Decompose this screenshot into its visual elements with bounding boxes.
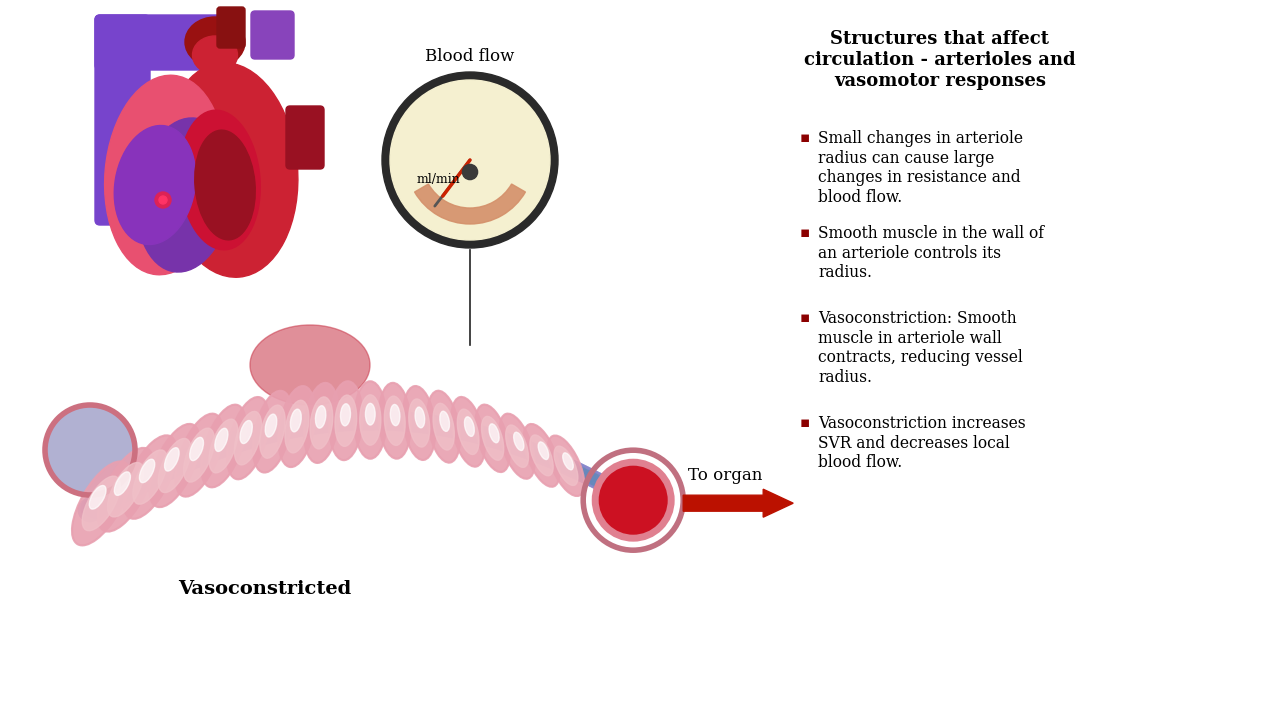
Ellipse shape xyxy=(140,459,155,482)
Ellipse shape xyxy=(452,397,485,467)
Ellipse shape xyxy=(186,17,244,67)
Ellipse shape xyxy=(554,446,577,485)
Ellipse shape xyxy=(506,425,529,467)
Ellipse shape xyxy=(329,382,362,460)
Text: Smooth muscle in the wall of
an arteriole controls its
radius.: Smooth muscle in the wall of an arteriol… xyxy=(818,225,1044,282)
Ellipse shape xyxy=(548,436,584,496)
Ellipse shape xyxy=(159,438,191,492)
Ellipse shape xyxy=(440,411,449,431)
Ellipse shape xyxy=(499,413,535,479)
Text: Vasoconstriction: Smooth
muscle in arteriole wall
contracts, reducing vessel
rad: Vasoconstriction: Smooth muscle in arter… xyxy=(818,310,1023,386)
Text: Vasoconstriction increases
SVR and decreases local
blood flow.: Vasoconstriction increases SVR and decre… xyxy=(818,415,1025,471)
Circle shape xyxy=(462,164,477,179)
Circle shape xyxy=(155,192,172,208)
Circle shape xyxy=(381,72,558,248)
Ellipse shape xyxy=(209,419,238,473)
Ellipse shape xyxy=(408,399,430,447)
Ellipse shape xyxy=(457,409,479,454)
Ellipse shape xyxy=(260,405,285,458)
Text: ▪: ▪ xyxy=(800,130,810,145)
Ellipse shape xyxy=(97,448,154,531)
Text: ▪: ▪ xyxy=(800,310,810,325)
Circle shape xyxy=(45,405,134,495)
Text: To organ: To organ xyxy=(689,467,763,484)
Ellipse shape xyxy=(524,424,559,487)
Circle shape xyxy=(595,462,671,538)
FancyBboxPatch shape xyxy=(95,15,236,70)
Ellipse shape xyxy=(428,391,460,463)
Ellipse shape xyxy=(165,448,179,471)
Ellipse shape xyxy=(538,442,549,459)
Ellipse shape xyxy=(403,386,435,460)
Ellipse shape xyxy=(201,405,246,487)
Ellipse shape xyxy=(137,118,233,272)
Ellipse shape xyxy=(82,476,120,531)
Ellipse shape xyxy=(355,382,387,459)
Ellipse shape xyxy=(163,63,298,277)
Ellipse shape xyxy=(481,416,504,460)
Ellipse shape xyxy=(189,437,204,461)
Ellipse shape xyxy=(192,36,238,74)
Ellipse shape xyxy=(291,409,301,432)
Ellipse shape xyxy=(250,325,370,405)
Ellipse shape xyxy=(215,428,228,451)
Ellipse shape xyxy=(335,395,357,446)
FancyBboxPatch shape xyxy=(95,15,150,225)
Text: ▪: ▪ xyxy=(800,415,810,430)
Ellipse shape xyxy=(175,413,223,497)
Ellipse shape xyxy=(489,424,499,443)
Text: Vasoconstricted: Vasoconstricted xyxy=(178,580,352,598)
Ellipse shape xyxy=(105,76,225,275)
FancyBboxPatch shape xyxy=(251,11,294,59)
Ellipse shape xyxy=(108,462,143,517)
Ellipse shape xyxy=(72,462,131,546)
Circle shape xyxy=(390,80,550,240)
Circle shape xyxy=(159,196,166,204)
Text: Small changes in arteriole
radius can cause large
changes in resistance and
bloo: Small changes in arteriole radius can ca… xyxy=(818,130,1023,206)
Ellipse shape xyxy=(315,405,326,428)
Ellipse shape xyxy=(234,411,261,465)
Ellipse shape xyxy=(183,428,215,482)
Ellipse shape xyxy=(241,420,252,444)
Ellipse shape xyxy=(360,395,381,445)
Wedge shape xyxy=(415,184,525,224)
Ellipse shape xyxy=(124,436,177,519)
Ellipse shape xyxy=(114,125,196,245)
Ellipse shape xyxy=(513,432,524,451)
Ellipse shape xyxy=(265,414,276,437)
Ellipse shape xyxy=(340,404,351,426)
Ellipse shape xyxy=(465,417,475,436)
FancyBboxPatch shape xyxy=(285,106,324,169)
Text: Structures that affect
circulation - arterioles and
vasomotor responses: Structures that affect circulation - art… xyxy=(804,30,1075,89)
Ellipse shape xyxy=(285,400,308,453)
FancyBboxPatch shape xyxy=(218,7,244,48)
Ellipse shape xyxy=(279,386,315,467)
Ellipse shape xyxy=(365,403,375,425)
Ellipse shape xyxy=(563,453,573,470)
Ellipse shape xyxy=(310,397,333,449)
Ellipse shape xyxy=(150,424,200,507)
Ellipse shape xyxy=(303,383,339,463)
Text: Blood flow: Blood flow xyxy=(425,48,515,65)
Ellipse shape xyxy=(415,407,425,428)
Ellipse shape xyxy=(253,391,292,472)
Text: ml/min: ml/min xyxy=(416,174,460,186)
Ellipse shape xyxy=(227,397,269,480)
Ellipse shape xyxy=(179,110,260,250)
Ellipse shape xyxy=(133,450,168,504)
FancyArrow shape xyxy=(684,489,794,517)
Ellipse shape xyxy=(90,485,106,509)
Ellipse shape xyxy=(475,405,509,472)
Text: ▪: ▪ xyxy=(800,225,810,240)
Ellipse shape xyxy=(114,472,131,495)
Ellipse shape xyxy=(390,405,399,426)
Ellipse shape xyxy=(195,130,255,240)
Ellipse shape xyxy=(433,403,454,450)
Ellipse shape xyxy=(530,435,553,476)
Ellipse shape xyxy=(384,396,406,446)
Ellipse shape xyxy=(379,383,411,459)
